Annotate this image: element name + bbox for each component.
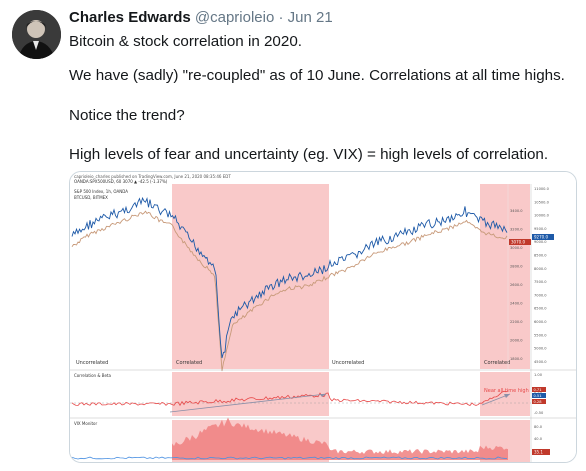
left-axis-ticks: 3400.0 3200.0 3000.0 2800.0 2600.0 2400.0 2200… [510, 209, 523, 361]
chart-image-card[interactable]: caprioleio_charles published on TradingV… [69, 171, 577, 463]
correlation-badge [532, 387, 546, 392]
chart-header-line-2: OANDA:SPX500USD, 60 3070 ▲ -42.5 (-1.37%… [74, 179, 168, 184]
left-axis-tick: 2600.0 [510, 283, 523, 287]
right-axis-tick: 10500.0 [534, 200, 550, 204]
correlation-axis-tick: 1.00 [534, 373, 543, 377]
tweet-text-line-1: Bitcoin & stock correlation in 2020. [69, 33, 302, 50]
tweet-header: Charles Edwards @caprioleio · Jun 21 [69, 9, 333, 26]
spx-price-badge [509, 239, 531, 245]
vix-axis-tick: 80.0 [534, 425, 543, 429]
right-axis-tick: 10000.0 [534, 214, 550, 218]
left-axis-tick: 2400.0 [510, 302, 523, 306]
correlation-badge-text: 0.51 [534, 394, 542, 398]
tweet-text-line-4: High levels of fear and uncertainty (eg.… [69, 146, 549, 163]
tweet-date[interactable]: Jun 21 [287, 9, 333, 26]
left-axis-tick: 2800.0 [510, 265, 523, 269]
btc-price-badge-text: 9270.0 [534, 235, 548, 240]
tweet-text-line-3: Notice the trend? [69, 107, 185, 124]
correlation-badges: 0.71 0.51 0.28 [532, 387, 546, 404]
right-axis-tick: 5500.0 [534, 333, 547, 337]
right-axis-tick: 7000.0 [534, 293, 547, 297]
left-axis-tick: 3000.0 [510, 246, 523, 250]
vix-axis-tick: 40.0 [534, 437, 543, 441]
vix-panel-label: VIX Monitor [74, 421, 97, 426]
right-axis-tick: 11000.0 [534, 187, 550, 191]
right-axis-tick: 6000.0 [534, 320, 547, 324]
left-axis-tick: 2200.0 [510, 320, 523, 324]
region-label-4: Correlated [484, 360, 510, 366]
right-axis-tick: 9000.0 [534, 240, 547, 244]
trend-arrow-1 [169, 393, 327, 413]
vix-baseline [71, 456, 508, 460]
left-axis-tick: 3400.0 [510, 209, 523, 213]
correlation-badge-text: 0.28 [534, 400, 543, 404]
right-axis-tick: 4500.0 [534, 360, 547, 364]
btc-price-line [71, 196, 508, 359]
region-label-3: Uncorrelated [332, 360, 364, 366]
correlation-axis-tick: -0.50 [534, 411, 544, 415]
right-axis-tick: 5000.0 [534, 347, 547, 351]
correlation-badge [532, 393, 546, 398]
left-axis-tick: 2000.0 [510, 339, 523, 343]
header-separator: · [278, 9, 284, 26]
correlation-badge [532, 399, 546, 404]
tweet-text-line-2: We have (sadly) "re-coupled" as of 10 Ju… [69, 67, 565, 84]
correlation-panel-label: Correlation & Beta [74, 373, 111, 378]
right-axis-tick: 8500.0 [534, 254, 547, 258]
avatar-portrait-icon [12, 10, 61, 59]
spx-price-badge-text: 3070.0 [511, 240, 525, 245]
right-axis-ticks: 11000.0 10500.0 10000.0 9500.0 9000.0 8500.0 8… [534, 187, 550, 364]
chart-header-line-1: caprioleio_charles published on TradingV… [74, 174, 231, 179]
tradingview-chart: caprioleio_charles published on TradingV… [70, 172, 576, 462]
btc-price-badge [532, 234, 554, 240]
correlation-badge-text: 0.71 [534, 388, 542, 392]
correlation-annotation: Near all time high [484, 388, 529, 394]
left-axis-tick: 3200.0 [510, 228, 523, 232]
vix-badge-text: 35.1 [534, 450, 543, 455]
correlated-region-2 [480, 184, 530, 369]
region-label-2: Correlated [176, 360, 202, 366]
left-axis-tick: 1800.0 [510, 357, 523, 361]
right-axis-tick: 9500.0 [534, 227, 547, 231]
chart-legend-line-2: BTCUSD, BITMEX [74, 195, 108, 200]
right-axis-tick: 8000.0 [534, 267, 547, 271]
spx-price-line [71, 210, 508, 372]
author-name[interactable]: Charles Edwards [69, 9, 191, 26]
region-label-1: Uncorrelated [76, 360, 108, 366]
author-handle[interactable]: @caprioleio [194, 9, 275, 26]
vix-area [172, 417, 508, 460]
right-axis-tick: 6500.0 [534, 307, 547, 311]
chart-legend-line-1: S&P 500 Index, 1h, OANDA [74, 189, 128, 194]
correlated-region-1 [172, 184, 329, 369]
vix-badge [532, 449, 550, 455]
avatar[interactable] [12, 10, 61, 59]
right-axis-tick: 7500.0 [534, 280, 547, 284]
